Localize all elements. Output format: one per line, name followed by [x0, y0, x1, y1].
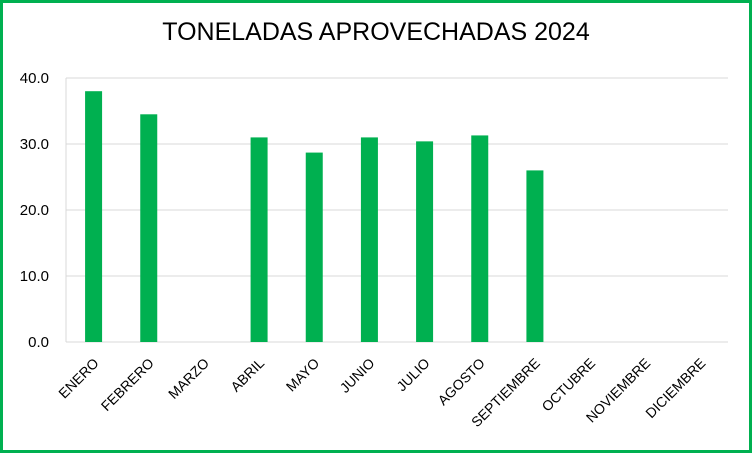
x-tick-label: FEBRERO: [98, 355, 157, 414]
x-tick-label: AGOSTO: [434, 355, 488, 409]
y-tick-label: 30.0: [20, 136, 49, 153]
y-axis-ticks: 0.0 10.0 20.0 30.0 40.0: [20, 70, 49, 351]
y-tick-label: 40.0: [20, 70, 49, 87]
x-tick-label: MAYO: [283, 355, 323, 395]
x-tick-label: JUNIO: [337, 355, 378, 396]
x-tick-label: DICIEMBRE: [642, 355, 708, 421]
gridlines: [66, 77, 728, 277]
x-tick-label: ENERO: [55, 355, 102, 402]
x-tick-label: MARZO: [165, 355, 212, 402]
bar-junio: [360, 137, 378, 342]
bar-abril: [250, 137, 268, 342]
chart-title: TONELADAS APROVECHADAS 2024: [162, 18, 590, 46]
bars: [85, 91, 544, 342]
bar-septiembre: [526, 170, 544, 342]
axes: [65, 78, 728, 343]
bar-agosto: [471, 135, 489, 342]
bar-julio: [416, 141, 434, 342]
bar-mayo: [305, 152, 323, 342]
y-tick-label: 20.0: [20, 202, 49, 219]
bar-febrero: [140, 114, 158, 342]
y-tick-label: 10.0: [20, 268, 49, 285]
bar-enero: [85, 91, 103, 342]
y-tick-label: 0.0: [28, 334, 49, 351]
x-tick-label: ABRIL: [227, 355, 267, 395]
x-tick-label: OCTUBRE: [538, 355, 598, 415]
x-tick-label: JULIO: [393, 355, 432, 394]
